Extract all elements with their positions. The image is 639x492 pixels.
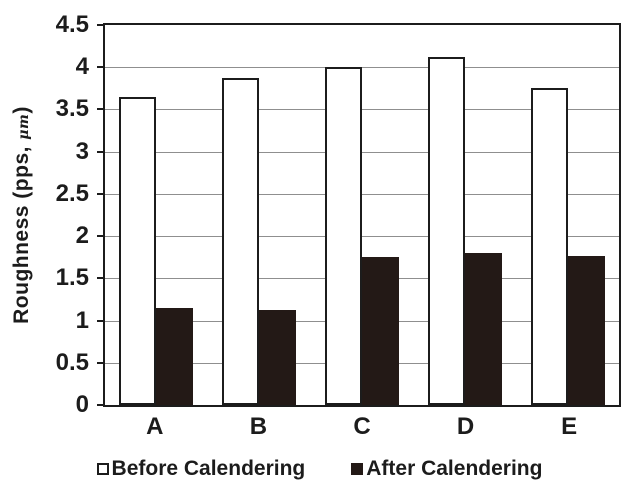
y-axis-tick-label: 0.5	[55, 348, 89, 376]
bars-layer	[105, 25, 619, 405]
y-axis-tick	[97, 66, 103, 69]
bar-group-d	[413, 25, 516, 405]
bar-after-calendering-c	[361, 257, 399, 405]
gridline	[105, 193, 619, 195]
bar-after-calendering-e	[567, 255, 605, 405]
bar-group-e	[516, 25, 619, 405]
y-axis-tick-label: 3	[75, 137, 89, 165]
x-axis-label-a: A	[146, 413, 164, 440]
filled-square-icon	[351, 463, 364, 475]
y-axis-tick-label: 0	[75, 391, 89, 418]
gridline	[105, 109, 619, 111]
bar-before-calendering-b	[222, 78, 260, 405]
y-axis-tick	[97, 192, 103, 195]
bar-before-calendering-e	[530, 88, 568, 405]
y-axis-tick-labels: 4.5 4 3.5 3 2.5 2 1.5 1 0.5 0	[0, 13, 95, 417]
y-axis-tick-label: 2.5	[55, 179, 89, 207]
legend-label: Before Calendering	[111, 457, 306, 480]
gridline	[105, 67, 619, 69]
bar-after-calendering-a	[156, 307, 194, 405]
gridline	[105, 151, 619, 153]
legend-item-before-calendering: Before Calendering	[96, 457, 306, 481]
gridline	[105, 236, 619, 238]
legend-label: After Calendering	[366, 457, 543, 480]
y-axis-tick	[97, 150, 103, 153]
legend: Before Calendering After Calendering	[0, 452, 639, 486]
plot-area	[103, 23, 621, 407]
bar-group-c	[311, 25, 414, 405]
bar-group-a	[105, 25, 208, 405]
bar-before-calendering-c	[324, 67, 362, 405]
x-axis-label-b: B	[249, 413, 268, 440]
bar-after-calendering-d	[464, 253, 502, 405]
y-axis-tick-label: 4	[75, 53, 89, 81]
y-axis-tick	[97, 235, 103, 238]
y-axis-tick	[97, 361, 103, 364]
bar-before-calendering-d	[427, 57, 465, 405]
bar-before-calendering-a	[119, 96, 157, 405]
bar-group-b	[208, 25, 311, 405]
y-axis-tick	[97, 404, 103, 406]
y-axis-tick-label: 1.5	[55, 264, 89, 292]
y-axis-tick-label: 4.5	[55, 11, 89, 38]
y-axis-tick	[97, 24, 103, 26]
y-axis-tick-label: 2	[75, 222, 89, 250]
y-axis-tick	[97, 319, 103, 322]
x-axis-label-d: D	[456, 413, 475, 440]
x-axis-label-e: E	[561, 413, 578, 440]
y-axis-tick-marks	[97, 24, 103, 406]
bar-after-calendering-b	[259, 309, 297, 405]
y-axis-tick-label: 1	[75, 306, 89, 334]
y-axis-tick	[97, 108, 103, 111]
open-square-icon	[96, 463, 109, 475]
y-axis-tick	[97, 277, 103, 280]
y-axis-tick-label: 3.5	[55, 95, 89, 123]
x-axis-label-c: C	[353, 413, 371, 440]
legend-item-after-calendering: After Calendering	[351, 457, 542, 481]
x-axis-category-labels: A B C D E	[103, 413, 621, 441]
